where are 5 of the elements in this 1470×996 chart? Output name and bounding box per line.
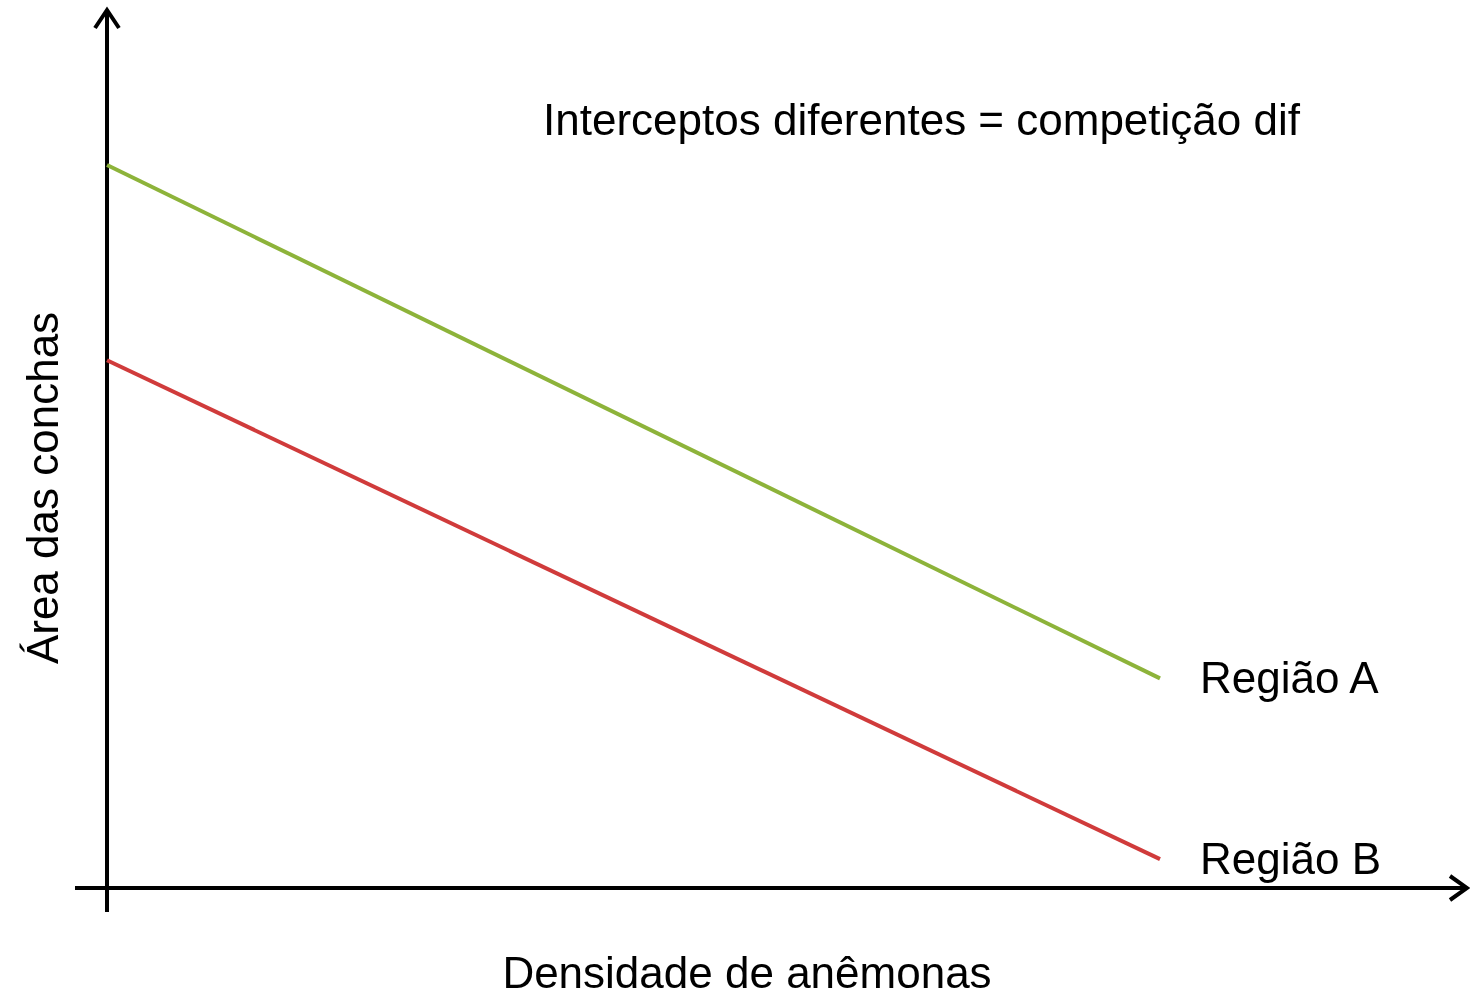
series-label: Região A xyxy=(1200,653,1380,703)
series-label: Região B xyxy=(1200,834,1382,884)
y-axis-title: Área das conchas xyxy=(18,311,67,665)
x-axis-title: Densidade de anêmonas xyxy=(502,948,992,996)
text: Interceptos diferentes = competição dif xyxy=(543,95,1301,144)
